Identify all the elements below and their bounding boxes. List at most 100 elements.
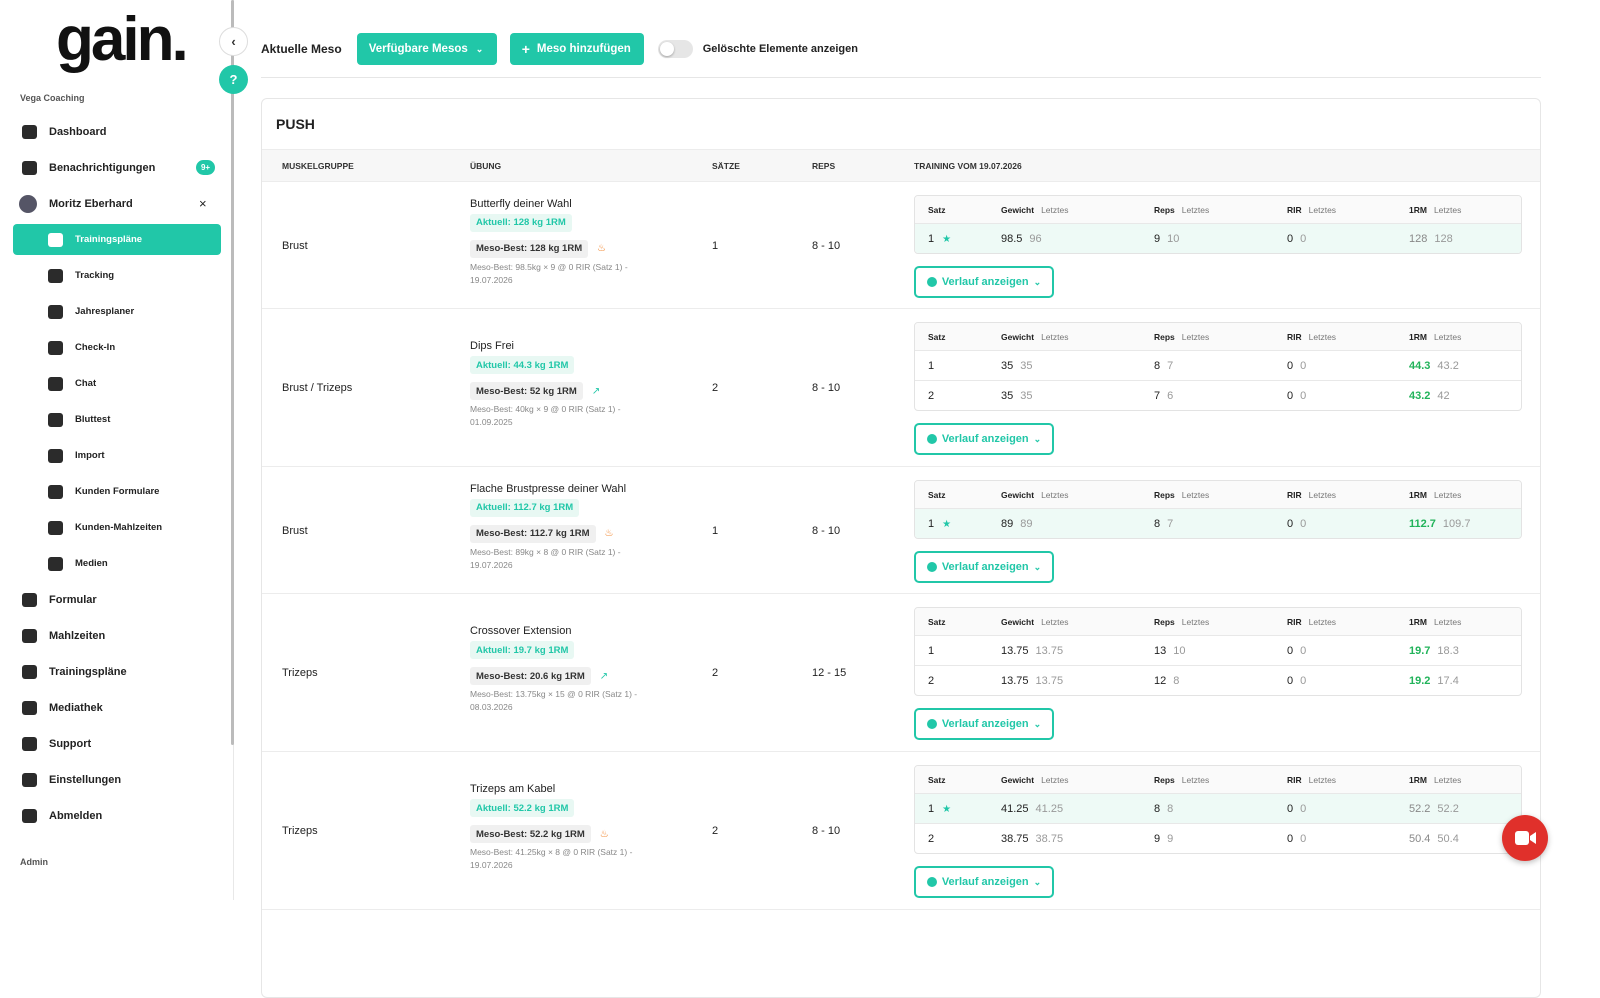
reps: 8 - 10 [812,381,841,394]
set: 1 [928,232,935,245]
nav-item[interactable]: Chat [13,368,221,399]
nav-item[interactable]: Kunden-Mahlzeiten [13,512,221,543]
last-label: Letztes [1308,774,1337,785]
chevron: ⌄ [1033,276,1042,287]
column-label: Gewicht [1001,331,1035,342]
weight: 38.75 [1001,832,1029,845]
nav-item[interactable]: Moritz Eberhard × [13,188,221,219]
separator [261,77,1541,78]
set-table: Satz Gewicht Letztes Reps Letztes RIR Letztes 1… [914,607,1522,696]
set-column-header: Satz [928,332,1001,342]
reps_last: 7 [1167,517,1174,530]
set-cell: 43.2 42 [1409,390,1521,402]
best-wrap: Meso-Best: 52 kg 1RM ↗ [470,374,690,400]
reps: 9 [1154,232,1161,245]
rir: 0 [1287,644,1294,657]
reps_last: 10 [1167,232,1180,245]
nav-label: Jahresplaner [75,306,135,317]
column-label: Reps [1154,204,1175,215]
nav-item[interactable]: Trainingspläne [13,224,221,255]
meso-select[interactable]: Verfügbare Mesos ⌄ [356,33,497,65]
nav-label: Moritz Eberhard [49,197,133,210]
set-cell: 112.7 109.7 [1409,518,1521,530]
exercise-name: Flache Brustpresse deiner Wahl [470,482,627,495]
rir: 0 [1287,232,1294,245]
history-button[interactable]: Verlauf anzeigen ⌄ [914,551,1054,583]
last-label: Letztes [1041,616,1069,627]
column-header: TRAINING VOM 19.07.2026 [914,161,1022,171]
set-column-header: RIR Letztes [1287,205,1409,215]
column-label: RIR [1287,331,1302,342]
nav-icon [22,664,37,679]
set-cell: 41.25 41.25 [1001,803,1154,815]
clock-icon [926,277,937,287]
nav-item[interactable]: Abmelden [13,800,221,831]
nav-item[interactable]: Formular [13,584,221,615]
rir_last: 0 [1300,674,1307,687]
orm_last: 128 [1434,232,1453,245]
current-wrap: Aktuell: 19.7 kg 1RM [470,641,690,659]
exercise-name: Dips Frei [470,340,515,352]
best-note: Meso-Best: 98.5kg × 9 @ 0 RIR (Satz 1) -… [470,261,628,285]
column-label: Reps [1154,774,1175,785]
sets: 1 [712,524,719,537]
toggle[interactable] [657,40,693,58]
nav-item[interactable]: Check-In [13,332,221,363]
nav-item[interactable]: Jahresplaner [13,296,221,327]
nav-item[interactable]: Support [13,728,221,759]
chevron: ⌄ [1033,876,1042,887]
best-wrap: Meso-Best: 52.2 kg 1RM ♨ [470,817,690,843]
set-cell: 35 35 [1001,360,1154,372]
add-meso-button[interactable]: + Meso hinzufügen [509,33,644,65]
nav-item[interactable]: Mahlzeiten [13,620,221,651]
history-button[interactable]: Verlauf anzeigen ⌄ [914,266,1054,298]
nav-icon [19,194,37,213]
reps_last: 8 [1167,802,1174,815]
close-icon: × [199,196,207,211]
nav-label: Kunden-Mahlzeiten [75,522,163,533]
nav-item[interactable]: Import [13,440,221,471]
star-icon: ★ [942,518,952,530]
column-label: RIR [1287,204,1302,215]
nav-item[interactable]: Kunden Formulare [13,476,221,507]
column-label: Gewicht [1001,204,1035,215]
weight_last: 38.75 [1035,832,1064,845]
column-header: REPS [812,161,836,171]
nav-item[interactable]: Mediathek [13,692,221,723]
column-label: Satz [928,774,946,785]
nav-item[interactable]: Bluttest [13,404,221,435]
current-1rm: Aktuell: 44.3 kg 1RM [470,356,575,374]
nav-item[interactable]: Medien [13,548,221,579]
video-button[interactable] [1502,815,1548,861]
column-label: RIR [1287,774,1302,785]
nav-item[interactable]: Dashboard [13,116,221,147]
help-button[interactable]: ? [219,65,248,94]
current-wrap: Aktuell: 52.2 kg 1RM [470,799,690,817]
nav-item[interactable]: Tracking [13,260,221,291]
nav-label: Trainingspläne [49,665,127,678]
set-cell: 2 [928,833,1001,845]
set-column-header: Satz [928,205,1001,215]
column-header: ÜBUNG [470,161,502,171]
nav-item[interactable]: Trainingspläne [13,656,221,687]
muscle-group: Trizeps [282,824,318,837]
history-button[interactable]: Verlauf anzeigen ⌄ [914,423,1054,455]
sets: 2 [712,824,719,837]
nav-item[interactable]: Benachrichtigungen 9+ [13,152,221,183]
history-button[interactable]: Verlauf anzeigen ⌄ [914,708,1054,740]
nav-item[interactable]: Einstellungen [13,764,221,795]
exercise: Dips Frei Aktuell: 44.3 kg 1RM Meso-Best: … [470,340,690,429]
set-column-header: 1RM Letztes [1409,205,1521,215]
set-column-header: Gewicht Letztes [1001,617,1154,627]
collapse-button[interactable]: ‹ [219,27,248,56]
nav-icon [48,232,63,247]
column-header: MUSKELGRUPPE [282,161,354,171]
history-button[interactable]: Verlauf anzeigen ⌄ [914,866,1054,898]
orm_last: 109.7 [1442,517,1471,530]
last-label: Letztes [1308,616,1337,627]
set-cell: 35 35 [1001,390,1154,402]
column-label: 1RM [1409,331,1427,342]
